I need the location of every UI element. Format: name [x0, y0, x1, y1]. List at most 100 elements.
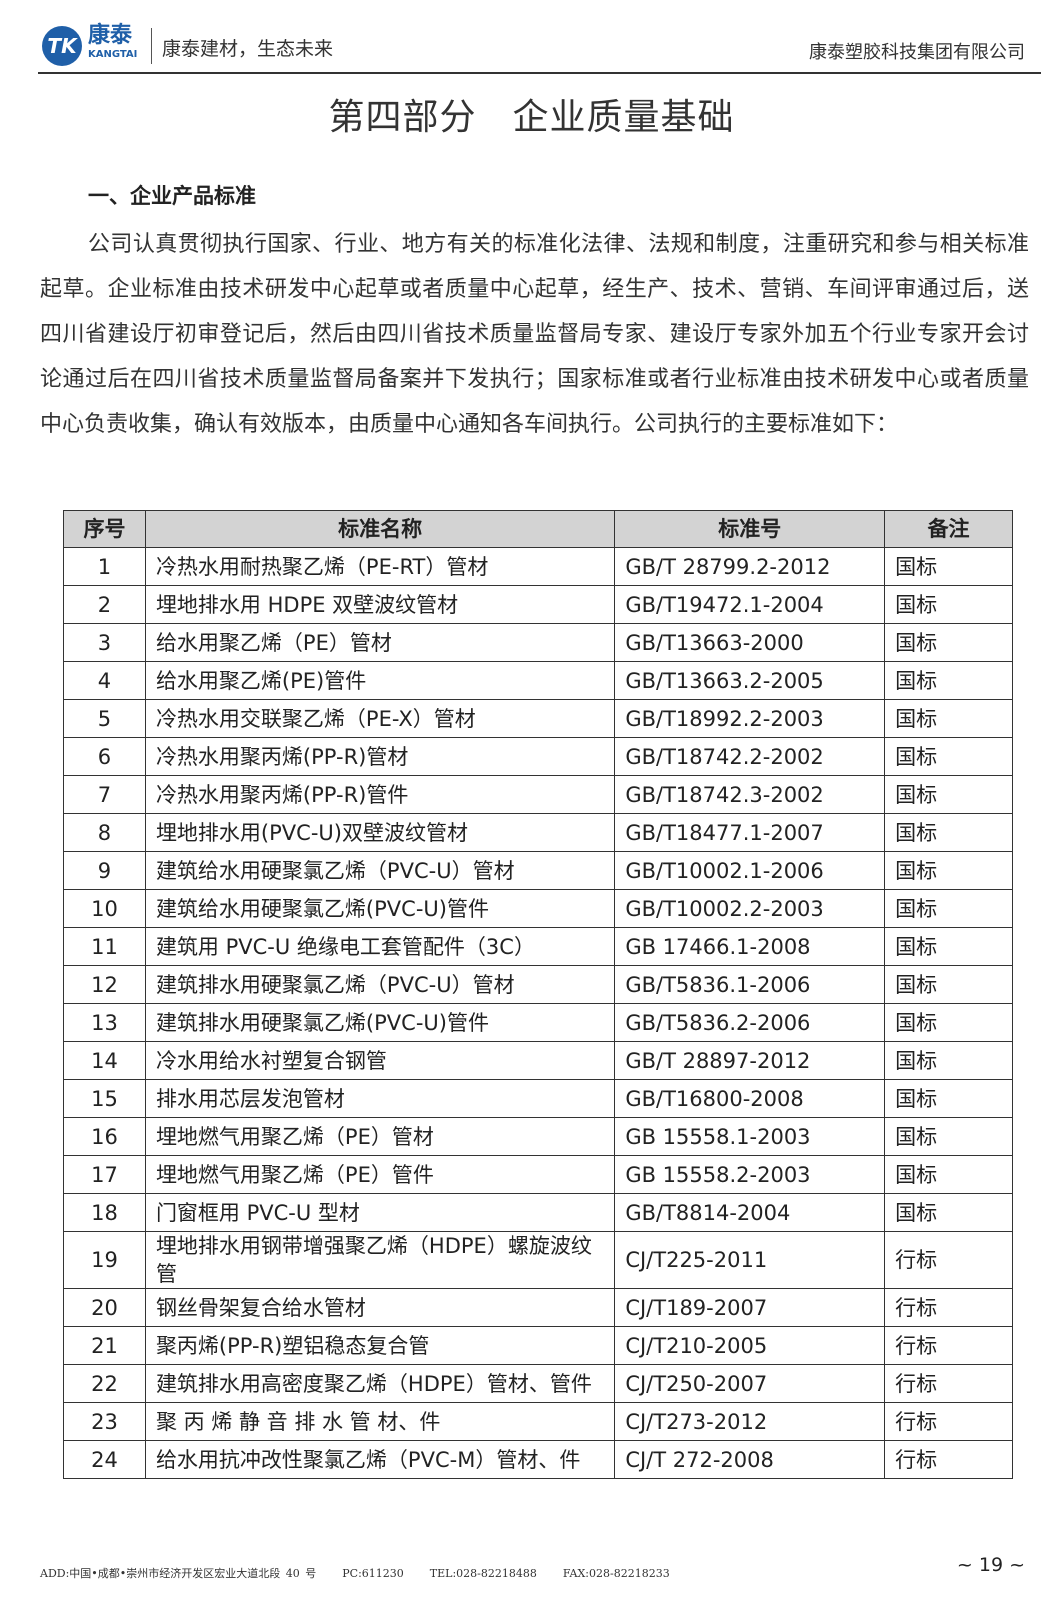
cell-no: 19	[63, 1231, 146, 1289]
table-row: 15 排水用芯层发泡管材 GB/T16800-2008 国标	[63, 1079, 1013, 1118]
cell-name: 给水用聚乙烯（PE）管材	[144, 623, 616, 662]
table-row: 3 给水用聚乙烯（PE）管材 GB/T13663-2000 国标	[63, 623, 1013, 662]
page-number: ~ 19 ~	[956, 1554, 1025, 1576]
cell-code: GB/T8814-2004	[614, 1193, 886, 1232]
table-row: 7 冷热水用聚丙烯(PP-R)管件 GB/T18742.3-2002 国标	[63, 775, 1013, 814]
brand-cn: 康泰	[88, 23, 133, 48]
cell-note: 国标	[884, 1155, 1013, 1194]
table-row: 16 埋地燃气用聚乙烯（PE）管材 GB 15558.1-2003 国标	[63, 1117, 1013, 1156]
col-header-no: 序号	[63, 510, 146, 548]
section-heading: 一、企业产品标准	[88, 184, 256, 208]
cell-note: 国标	[884, 965, 1013, 1004]
cell-code: GB/T 28799.2-2012	[614, 547, 886, 586]
cell-name: 冷热水用交联聚乙烯（PE-X）管材	[144, 699, 616, 738]
cell-code: GB/T19472.1-2004	[614, 585, 886, 624]
cell-name: 冷热水用聚丙烯(PP-R)管材	[144, 737, 616, 776]
slogan: 康泰建材，生态未来	[162, 38, 334, 60]
col-header-code: 标准号	[614, 510, 886, 548]
cell-code: CJ/T210-2005	[614, 1326, 886, 1365]
table-row: 17 埋地燃气用聚乙烯（PE）管件 GB 15558.2-2003 国标	[63, 1155, 1013, 1194]
cell-no: 17	[63, 1155, 146, 1194]
cell-note: 国标	[884, 1193, 1013, 1232]
cell-no: 16	[63, 1117, 146, 1156]
cell-code: GB 15558.2-2003	[614, 1155, 886, 1194]
cell-name: 给水用聚乙烯(PE)管件	[144, 661, 616, 700]
cell-name: 冷热水用耐热聚乙烯（PE-RT）管材	[144, 547, 616, 586]
cell-name: 建筑排水用硬聚氯乙烯（PVC-U）管材	[144, 965, 616, 1004]
cell-note: 行标	[884, 1440, 1013, 1479]
cell-note: 国标	[884, 585, 1013, 624]
header-divider	[151, 28, 152, 64]
title-name: 企业质量基础	[512, 97, 735, 138]
footer-postcode: PC:611230	[342, 1567, 404, 1580]
cell-no: 14	[63, 1041, 146, 1080]
cell-name: 埋地排水用 HDPE 双壁波纹管材	[144, 585, 616, 624]
cell-name: 建筑给水用硬聚氯乙烯（PVC-U）管材	[144, 851, 616, 890]
cell-no: 12	[63, 965, 146, 1004]
cell-note: 国标	[884, 547, 1013, 586]
cell-name: 冷水用给水衬塑复合钢管	[144, 1041, 616, 1080]
cell-name: 钢丝骨架复合给水管材	[144, 1288, 616, 1327]
cell-name: 聚 丙 烯 静 音 排 水 管 材、件	[144, 1402, 616, 1441]
cell-no: 21	[63, 1326, 146, 1365]
cell-note: 国标	[884, 775, 1013, 814]
cell-no: 5	[63, 699, 146, 738]
table-row: 1 冷热水用耐热聚乙烯（PE-RT）管材 GB/T 28799.2-2012 国标	[63, 547, 1013, 586]
cell-note: 国标	[884, 623, 1013, 662]
footer-tel: TEL:028-82218488	[429, 1567, 537, 1580]
cell-no: 8	[63, 813, 146, 852]
company-name: 康泰塑胶科技集团有限公司	[809, 42, 1025, 63]
cell-no: 6	[63, 737, 146, 776]
cell-note: 行标	[884, 1364, 1013, 1403]
cell-code: GB/T18992.2-2003	[614, 699, 886, 738]
cell-name: 埋地排水用钢带增强聚乙烯（HDPE）螺旋波纹管	[144, 1231, 616, 1289]
cell-name: 排水用芯层发泡管材	[144, 1079, 616, 1118]
cell-code: CJ/T189-2007	[614, 1288, 886, 1327]
table-row: 9 建筑给水用硬聚氯乙烯（PVC-U）管材 GB/T10002.1-2006 国标	[63, 851, 1013, 890]
cell-code: GB/T16800-2008	[614, 1079, 886, 1118]
cell-note: 国标	[884, 661, 1013, 700]
title-part: 第四部分	[328, 97, 477, 138]
cell-note: 国标	[884, 851, 1013, 890]
cell-name: 建筑排水用硬聚氯乙烯(PVC-U)管件	[144, 1003, 616, 1042]
cell-note: 国标	[884, 737, 1013, 776]
cell-no: 4	[63, 661, 146, 700]
cell-no: 7	[63, 775, 146, 814]
cell-code: GB/T18742.2-2002	[614, 737, 886, 776]
table-row: 20 钢丝骨架复合给水管材 CJ/T189-2007 行标	[63, 1288, 1013, 1327]
table-row: 4 给水用聚乙烯(PE)管件 GB/T13663.2-2005 国标	[63, 661, 1013, 700]
table-row: 2 埋地排水用 HDPE 双壁波纹管材 GB/T19472.1-2004 国标	[63, 585, 1013, 624]
cell-code: GB/T5836.1-2006	[614, 965, 886, 1004]
table-row: 14 冷水用给水衬塑复合钢管 GB/T 28897-2012 国标	[63, 1041, 1013, 1080]
table-row: 8 埋地排水用(PVC-U)双壁波纹管材 GB/T18477.1-2007 国标	[63, 813, 1013, 852]
cell-name: 建筑排水用高密度聚乙烯（HDPE）管材、管件	[144, 1364, 616, 1403]
cell-code: CJ/T250-2007	[614, 1364, 886, 1403]
cell-name: 聚丙烯(PP-R)塑铝稳态复合管	[144, 1326, 616, 1365]
cell-name: 埋地燃气用聚乙烯（PE）管件	[144, 1155, 616, 1194]
footer-fax: FAX:028-82218233	[562, 1567, 670, 1580]
cell-no: 22	[63, 1364, 146, 1403]
cell-no: 11	[63, 927, 146, 966]
table-row: 12 建筑排水用硬聚氯乙烯（PVC-U）管材 GB/T5836.1-2006 国标	[63, 965, 1013, 1004]
table-row: 22 建筑排水用高密度聚乙烯（HDPE）管材、管件 CJ/T250-2007 行标	[63, 1364, 1013, 1403]
table-row: 24 给水用抗冲改性聚氯乙烯（PVC-M）管材、件 CJ/T 272-2008 行标	[63, 1440, 1013, 1479]
cell-name: 建筑给水用硬聚氯乙烯(PVC-U)管件	[144, 889, 616, 928]
table-row: 13 建筑排水用硬聚氯乙烯(PVC-U)管件 GB/T5836.2-2006 国标	[63, 1003, 1013, 1042]
cell-note: 行标	[884, 1231, 1013, 1289]
cell-no: 13	[63, 1003, 146, 1042]
cell-code: GB/T10002.1-2006	[614, 851, 886, 890]
kangtai-logo: TK	[42, 26, 82, 66]
table-row: 6 冷热水用聚丙烯(PP-R)管材 GB/T18742.2-2002 国标	[63, 737, 1013, 776]
col-header-name: 标准名称	[144, 510, 616, 548]
cell-no: 3	[63, 623, 146, 662]
cell-name: 建筑用 PVC-U 绝缘电工套管配件（3C）	[144, 927, 616, 966]
table-row: 19 埋地排水用钢带增强聚乙烯（HDPE）螺旋波纹管 CJ/T225-2011 行标	[63, 1231, 1013, 1289]
cell-note: 国标	[884, 1003, 1013, 1042]
cell-note: 国标	[884, 699, 1013, 738]
cell-code: CJ/T273-2012	[614, 1402, 886, 1441]
table-row: 11 建筑用 PVC-U 绝缘电工套管配件（3C） GB 17466.1-2008 国…	[63, 927, 1013, 966]
cell-code: GB/T18477.1-2007	[614, 813, 886, 852]
cell-note: 行标	[884, 1402, 1013, 1441]
table-row: 10 建筑给水用硬聚氯乙烯(PVC-U)管件 GB/T10002.2-2003 国标	[63, 889, 1013, 928]
